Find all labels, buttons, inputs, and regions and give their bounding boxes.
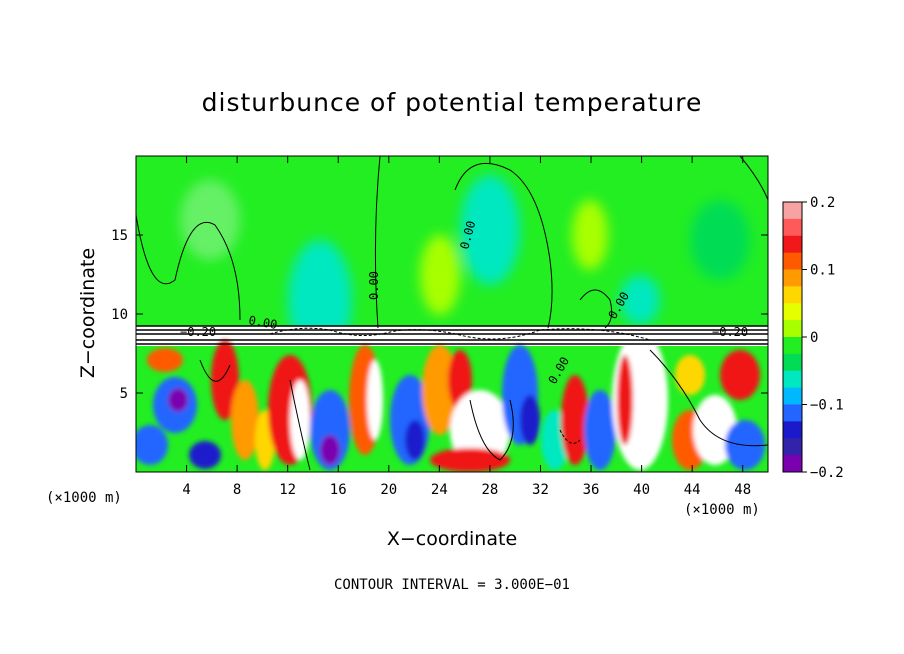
x-tick-label: 36: [583, 482, 600, 498]
colorbar-swatch: [783, 337, 802, 355]
contour-label: 0.00: [247, 313, 278, 332]
chart-title: disturbunce of potential temperature: [201, 88, 703, 117]
x-tick-label: 32: [532, 482, 549, 498]
heatmap-field: [136, 156, 768, 472]
x-tick-label: 12: [279, 482, 296, 498]
colorbar-swatch: [783, 438, 802, 456]
y-axis: 5 10 15: [111, 228, 768, 402]
x-tick-label: 28: [481, 482, 498, 498]
x-axis: 4 8 12 16 20 24 28 32 36 40 44 48: [182, 156, 751, 498]
contour-label: −0.20: [712, 325, 748, 339]
y-tick-label: 15: [111, 228, 128, 244]
colorbar-swatch: [783, 421, 802, 439]
x-tick-label: 48: [734, 482, 751, 498]
colorbar-swatch: [783, 404, 802, 422]
x-tick-label: 24: [431, 482, 448, 498]
contour-label: 0.00: [367, 271, 381, 300]
colorbar: 0.2 0.1 0 −0.1 −0.2: [782, 195, 844, 481]
colorbar-tick-label: −0.1: [810, 398, 844, 414]
contour-label: −0.20: [180, 325, 216, 339]
y-tick-label: 5: [120, 386, 128, 402]
colorbar-swatch: [783, 269, 802, 287]
x-tick-label: 20: [380, 482, 397, 498]
colorbar-swatch: [783, 286, 802, 304]
colorbar-tick-label: −0.2: [810, 465, 844, 481]
colorbar-swatch: [783, 455, 802, 473]
colorbar-swatch: [783, 370, 802, 389]
x-unit-label-left: (×1000 m): [46, 490, 122, 506]
x-tick-label: 4: [182, 482, 190, 498]
y-tick-label: 10: [111, 307, 128, 323]
contour-interval-note: CONTOUR INTERVAL = 3.000E−01: [333, 577, 570, 593]
colorbar-tick-label: 0.1: [810, 263, 835, 279]
x-tick-label: 8: [233, 482, 241, 498]
colorbar-swatch: [783, 320, 802, 338]
colorbar-swatch: [783, 353, 802, 372]
x-unit-label-right: (×1000 m): [684, 502, 760, 518]
contour-lines: [136, 156, 768, 471]
x-tick-label: 44: [684, 482, 701, 498]
colorbar-swatch: [783, 218, 802, 237]
x-tick-label: 16: [330, 482, 347, 498]
y-axis-label: Z−coordinate: [77, 247, 99, 379]
colorbar-swatch: [783, 387, 802, 405]
x-axis-label: X−coordinate: [386, 528, 518, 550]
colorbar-swatch: [783, 303, 802, 321]
colorbar-swatch: [783, 202, 802, 220]
colorbar-tick-label: 0.2: [810, 195, 835, 211]
colorbar-swatch: [783, 252, 802, 270]
colorbar-tick-label: 0: [810, 330, 818, 346]
colorbar-swatch: [783, 235, 802, 254]
x-tick-label: 40: [633, 482, 650, 498]
